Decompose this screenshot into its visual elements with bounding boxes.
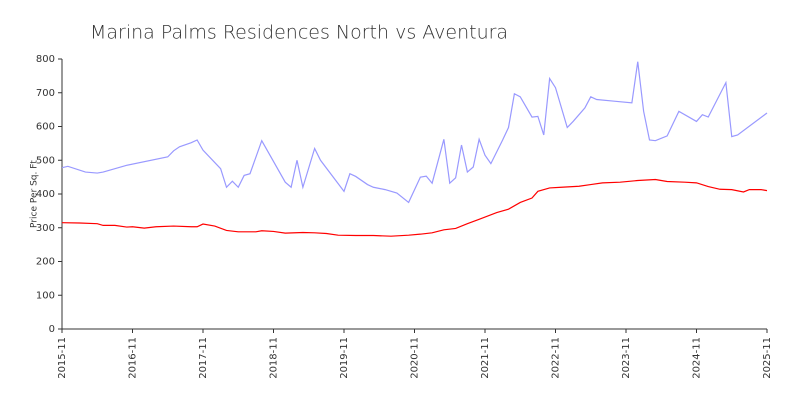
- line-series: [61, 61, 768, 204]
- chart-title: Marina Palms Residences North vs Aventur…: [90, 22, 508, 44]
- y-tick-label: 300: [36, 223, 55, 234]
- x-tick-label: 2021-11: [480, 337, 491, 379]
- y-tick-label: 800: [36, 54, 55, 65]
- line-series: [61, 178, 768, 237]
- x-tick-label: 2015-11: [57, 337, 68, 379]
- y-tick-label: 600: [36, 122, 55, 133]
- y-tick-label: 500: [36, 155, 55, 166]
- x-tick-label: 2018-11: [269, 337, 280, 379]
- x-tick-label: 2022-11: [551, 337, 562, 379]
- x-tick-label: 2023-11: [621, 337, 632, 379]
- x-tick-label: 2024-11: [692, 337, 703, 379]
- x-tick-label: 2017-11: [198, 337, 209, 379]
- y-tick-label: 200: [36, 257, 55, 268]
- y-tick-label: 700: [36, 88, 55, 99]
- x-tick-label: 2019-11: [339, 337, 350, 379]
- x-tick-label: 2025-11: [762, 337, 773, 379]
- y-tick-label: 0: [49, 324, 55, 335]
- y-axis-label: Price Per Sq. Ft: [30, 160, 40, 228]
- x-tick-label: 2016-11: [128, 337, 139, 379]
- y-tick-label: 100: [36, 290, 55, 301]
- y-tick-label: 400: [36, 189, 55, 200]
- x-tick-label: 2020-11: [410, 337, 421, 379]
